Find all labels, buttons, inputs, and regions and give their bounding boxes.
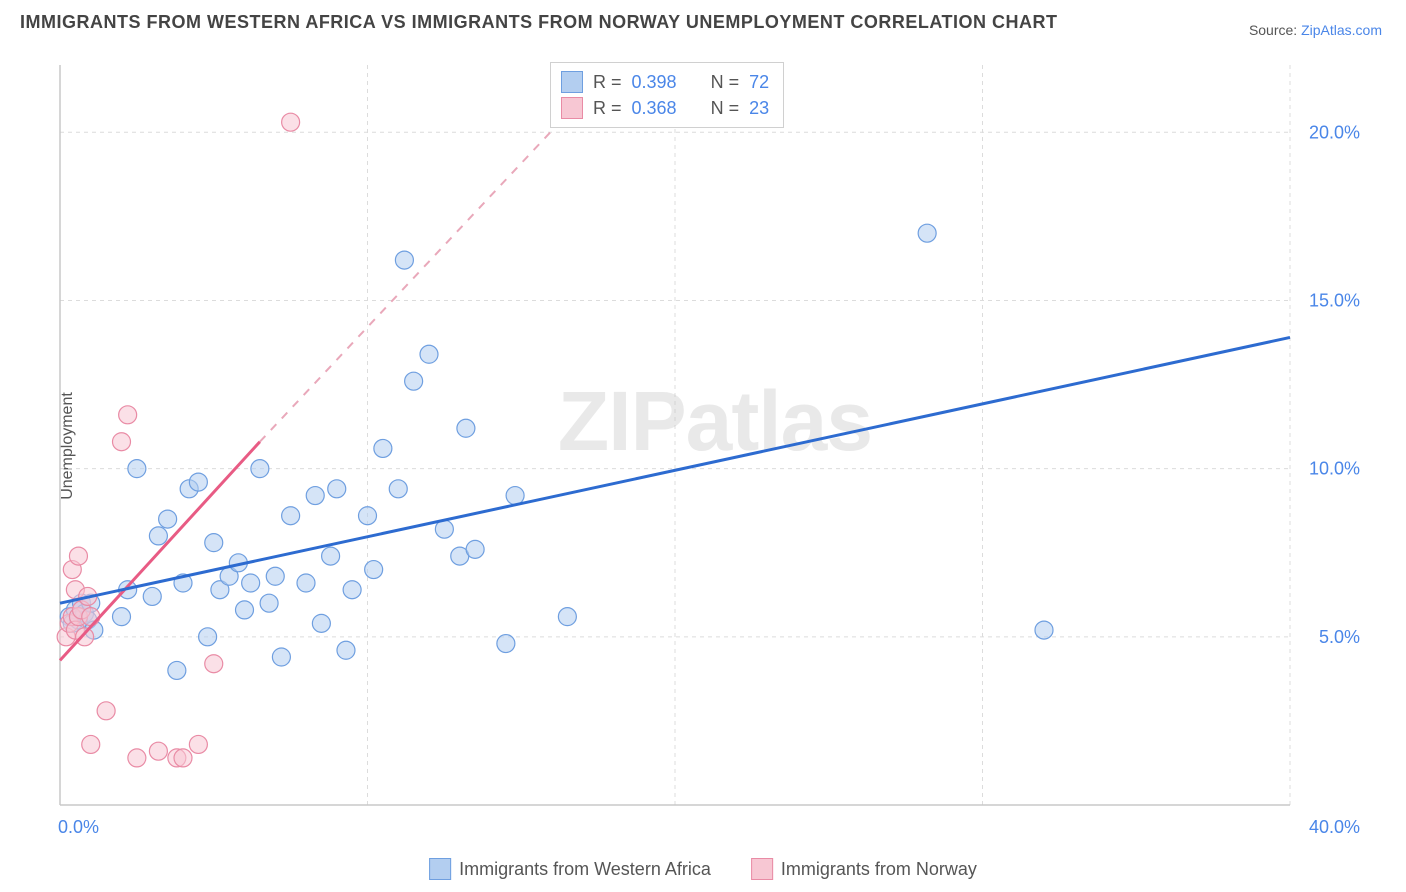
data-point (328, 480, 346, 498)
n-value-b: 23 (749, 98, 769, 119)
data-point (389, 480, 407, 498)
data-point (168, 661, 186, 679)
y-tick-label: 10.0% (1309, 459, 1360, 479)
r-value-b: 0.368 (632, 98, 677, 119)
data-point (69, 547, 87, 565)
data-point (128, 460, 146, 478)
data-point (149, 742, 167, 760)
data-point (306, 487, 324, 505)
data-point (149, 527, 167, 545)
y-tick-label: 15.0% (1309, 290, 1360, 310)
r-value-a: 0.398 (632, 72, 677, 93)
data-point (420, 345, 438, 363)
data-point (918, 224, 936, 242)
swatch-series-b (751, 858, 773, 880)
series-a (60, 224, 1053, 679)
plot-area: 5.0% 10.0% 15.0% 20.0% 0.0% 40.0% ZIPatlas (50, 55, 1380, 845)
data-point (236, 601, 254, 619)
data-point (159, 510, 177, 528)
stats-legend: R = 0.398 N = 72 R = 0.368 N = 23 (550, 62, 784, 128)
data-point (251, 460, 269, 478)
source-label: Source: (1249, 22, 1297, 38)
data-point (457, 419, 475, 437)
stats-row-a: R = 0.398 N = 72 (561, 69, 769, 95)
data-point (189, 735, 207, 753)
data-point (189, 473, 207, 491)
data-point (365, 561, 383, 579)
stats-row-b: R = 0.368 N = 23 (561, 95, 769, 121)
legend-label-b: Immigrants from Norway (781, 859, 977, 880)
series-legend: Immigrants from Western Africa Immigrant… (429, 858, 977, 880)
data-point (297, 574, 315, 592)
legend-label-a: Immigrants from Western Africa (459, 859, 711, 880)
r-label: R = (593, 98, 622, 119)
data-point (128, 749, 146, 767)
data-point (374, 439, 392, 457)
n-value-a: 72 (749, 72, 769, 93)
n-label: N = (711, 98, 740, 119)
trendline-b (60, 442, 260, 661)
data-point (260, 594, 278, 612)
data-point (113, 433, 131, 451)
n-label: N = (711, 72, 740, 93)
data-point (466, 540, 484, 558)
x-tick-label-left: 0.0% (58, 817, 99, 837)
data-point (82, 735, 100, 753)
data-point (497, 635, 515, 653)
data-point (97, 702, 115, 720)
swatch-series-a (429, 858, 451, 880)
data-point (343, 581, 361, 599)
data-point (205, 655, 223, 673)
source-value: ZipAtlas.com (1301, 22, 1382, 38)
data-point (205, 534, 223, 552)
x-tick-label-right: 40.0% (1309, 817, 1360, 837)
data-point (119, 406, 137, 424)
chart-svg: 5.0% 10.0% 15.0% 20.0% 0.0% 40.0% ZIPatlas (50, 55, 1380, 845)
data-point (76, 628, 94, 646)
swatch-series-a (561, 71, 583, 93)
data-point (506, 487, 524, 505)
data-point (113, 608, 131, 626)
data-point (199, 628, 217, 646)
y-tick-label: 5.0% (1319, 627, 1360, 647)
data-point (242, 574, 260, 592)
data-point (405, 372, 423, 390)
data-point (174, 749, 192, 767)
data-point (272, 648, 290, 666)
y-tick-label: 20.0% (1309, 122, 1360, 142)
legend-item-a: Immigrants from Western Africa (429, 858, 711, 880)
data-point (359, 507, 377, 525)
data-point (337, 641, 355, 659)
chart-title: IMMIGRANTS FROM WESTERN AFRICA VS IMMIGR… (20, 12, 1057, 33)
data-point (395, 251, 413, 269)
data-point (1035, 621, 1053, 639)
r-label: R = (593, 72, 622, 93)
swatch-series-b (561, 97, 583, 119)
data-point (312, 614, 330, 632)
chart-source: Source: ZipAtlas.com (1249, 22, 1382, 38)
data-point (322, 547, 340, 565)
data-point (266, 567, 284, 585)
legend-item-b: Immigrants from Norway (751, 858, 977, 880)
data-point (82, 608, 100, 626)
data-point (282, 113, 300, 131)
watermark: ZIPatlas (558, 374, 872, 468)
data-point (558, 608, 576, 626)
data-point (143, 587, 161, 605)
data-point (282, 507, 300, 525)
